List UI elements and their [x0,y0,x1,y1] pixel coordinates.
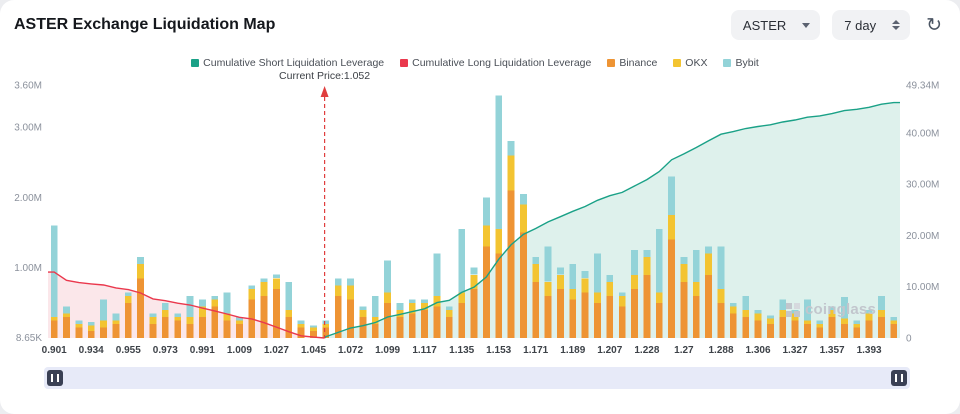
x-axis-tick: 0.934 [79,345,104,356]
liquidation-bars [50,95,898,339]
x-axis-tick: 1.009 [227,345,252,356]
x-axis-tick: 1.357 [820,345,845,356]
x-axis-tick: 1.189 [560,345,585,356]
right-axis-tick: 20.00M [906,231,939,242]
chart-legend: Cumulative Short Liquidation Leverage Cum… [48,57,902,69]
x-axis-tick: 1.045 [301,345,326,356]
legend-item-okx[interactable]: OKX [673,57,707,69]
legend-item-bybit[interactable]: Bybit [723,57,759,69]
x-axis-tick: 1.288 [708,345,733,356]
x-axis-tick: 1.228 [634,345,659,356]
x-axis-tick: 0.901 [42,345,67,356]
short-cumulative-line [324,101,900,339]
right-axis-tick: 10.00M [906,282,939,293]
current-price-arrow-icon [320,86,329,97]
pause-icon [51,374,59,382]
page-title: ASTER Exchange Liquidation Map [14,16,276,33]
right-axis-tick: 40.00M [906,128,939,139]
right-axis-tick: 49.34M [906,81,939,92]
current-price-label: Current Price:1.052 [279,70,371,82]
x-axis-tick: 0.955 [116,345,141,356]
x-axis-tick: 0.973 [153,345,178,356]
refresh-button[interactable]: ↻ [922,14,946,37]
watermark-text: coinglass [805,301,876,318]
x-axis-tick: 1.117 [412,345,437,356]
legend-swatch [400,59,409,67]
coinglass-watermark: coinglass [786,301,876,318]
symbol-select[interactable]: ASTER [730,10,821,40]
legend-label: Cumulative Short Liquidation Leverage [203,57,385,69]
cumulative-lines [48,101,900,339]
left-axis-tick: 3.60M [14,81,42,92]
left-axis-tick: 2.00M [14,193,42,204]
x-axis-tick: 1.171 [523,345,548,356]
x-axis-tick: 1.027 [264,345,289,356]
timeframe-select[interactable]: 7 day [832,10,911,40]
legend-label: Binance [619,57,658,69]
coinglass-logo-icon [786,302,800,317]
x-axis-tick: 0.991 [190,345,215,356]
pause-icon [895,374,903,382]
chevron-down-icon [802,22,811,28]
zoom-range-slider[interactable] [44,367,910,389]
right-axis-tick: 0 [906,334,912,345]
timeframe-select-value: 7 day [844,17,877,33]
symbol-select-value: ASTER [742,17,787,33]
refresh-icon: ↻ [926,14,942,36]
right-axis-tick: 30.00M [906,180,939,191]
legend-item-cumulative-long-liquidation-leverage[interactable]: Cumulative Long Liquidation Leverage [400,57,591,69]
x-axis-tick: 1.135 [449,345,474,356]
legend-item-binance[interactable]: Binance [607,57,657,69]
x-axis-tick: 1.099 [375,345,400,356]
legend-swatch [191,59,200,67]
legend-swatch [723,59,732,67]
current-price-line [320,86,329,338]
left-axis-tick: 3.00M [14,123,42,134]
x-axis-tick: 1.306 [745,345,770,356]
left-axis-tick: 8.65K [16,333,42,344]
x-axis-tick: 1.153 [486,345,511,356]
x-axis-tick: 1.207 [597,345,622,356]
x-axis-tick: 1.327 [782,345,807,356]
legend-swatch [673,59,682,67]
range-handle-left[interactable] [47,370,63,386]
legend-label: OKX [685,57,708,69]
legend-swatch [607,59,616,67]
long-cumulative-line [48,271,325,339]
axis-labels: 8.65K 1.00M 2.00M 3.00M 3.60M 0 10.00M 20.00M 30… [14,81,939,357]
header: ASTER Exchange Liquidation Map ASTER 7 d… [0,0,960,50]
x-axis-tick: 1.393 [857,345,882,356]
x-axis-tick: 1.27 [674,345,694,356]
legend-item-cumulative-short-liquidation-leverage[interactable]: Cumulative Short Liquidation Leverage [191,57,384,69]
legend-label: Bybit [735,57,759,69]
range-handle-right[interactable] [891,370,907,386]
header-controls: ASTER 7 day ↻ [730,10,946,40]
left-axis-tick: 1.00M [14,263,42,274]
x-axis-tick: 1.072 [338,345,363,356]
stepper-updown-icon [892,20,901,30]
legend-label: Cumulative Long Liquidation Leverage [412,57,592,69]
